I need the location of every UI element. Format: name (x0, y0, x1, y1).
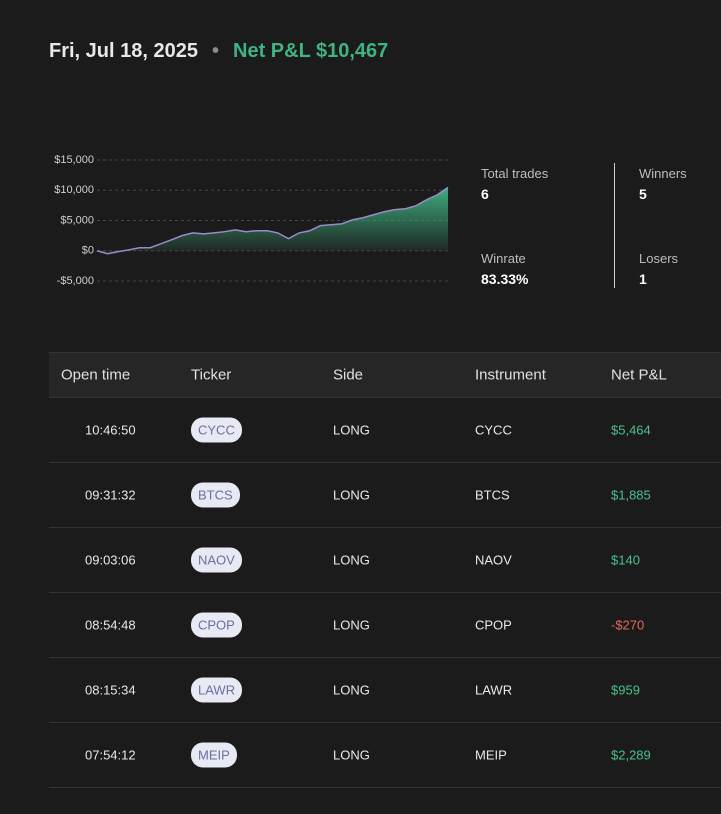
date: Fri, Jul 18, 2025 (49, 40, 198, 62)
table-row: 09:31:32 BTCS LONG BTCS $1,885 (49, 463, 721, 528)
stat-label: Losers (639, 251, 679, 266)
column-header: Instrument (475, 366, 546, 384)
divider (614, 163, 615, 288)
table-cell: LONG (333, 682, 370, 698)
ticker-cell: MEIP (191, 742, 237, 768)
ticker-cell: CYCC (191, 417, 242, 443)
stat-label: Total trades (481, 166, 549, 181)
table-cell: 09:03:06 (85, 552, 136, 568)
column-header: Ticker (191, 366, 232, 384)
ticker-cell: CPOP (191, 612, 242, 638)
ticker-pill[interactable]: CYCC (191, 417, 242, 443)
table-cell: 10:46:50 (85, 422, 136, 438)
stat-label: Winners (639, 166, 687, 181)
ticker-pill[interactable]: BTCS (191, 482, 240, 508)
y-tick-label: -$5,000 (57, 275, 94, 287)
stat-value: 6 (481, 186, 489, 202)
table-cell: 08:15:34 (85, 682, 136, 698)
table-row: 07:54:12 MEIP LONG MEIP $2,289 (49, 723, 721, 788)
net-pnl-cell: -$270 (611, 617, 645, 633)
ticker-pill[interactable]: MEIP (191, 742, 237, 768)
table-cell: BTCS (475, 487, 510, 503)
ticker-pill[interactable]: CPOP (191, 612, 242, 638)
header: Fri, Jul 18, 2025 • Net P&L $10,467 (49, 40, 388, 63)
table-row: 10:46:50 CYCC LONG CYCC $5,464 (49, 398, 721, 463)
net-pnl-cell: $2,289 (611, 747, 651, 763)
table-cell: NAOV (475, 552, 512, 568)
column-header: Side (333, 366, 364, 384)
ticker-cell: LAWR (191, 677, 243, 703)
separator: • (211, 40, 219, 62)
table-cell: CYCC (475, 422, 512, 438)
table-cell: LAWR (475, 682, 513, 698)
net-pnl-cell: $140 (611, 552, 640, 568)
chart: $15,000 $10,000 $5,000 $0 -$5,000 (54, 154, 449, 287)
table-cell: LONG (333, 552, 370, 568)
y-tick-label: $15,000 (54, 154, 94, 166)
stat-value: 83.33% (481, 271, 529, 287)
ticker-cell: BTCS (191, 482, 240, 508)
y-tick-label: $10,000 (54, 184, 94, 196)
net-pnl: $10,467 (315, 40, 389, 62)
trades-table: Open time Ticker Side Instrument Net P&L 10:4… (49, 352, 721, 788)
table-cell: LONG (333, 422, 370, 438)
stat-value: 1 (639, 271, 647, 287)
stat-value: 5 (639, 186, 647, 202)
table-cell: CPOP (475, 617, 512, 633)
table-row: 08:15:34 LAWR LONG LAWR $959 (49, 658, 721, 723)
table-cell: 08:54:48 (85, 617, 136, 633)
table-cell: LONG (333, 487, 370, 503)
table-cell: LONG (333, 617, 370, 633)
table-cell: 07:54:12 (85, 747, 136, 763)
ticker-pill[interactable]: LAWR (191, 677, 243, 703)
table-header: Open time Ticker Side Instrument Net P&L (49, 352, 721, 398)
table-row: 09:03:06 NAOV LONG NAOV $140 (49, 528, 721, 593)
table-cell: MEIP (475, 747, 507, 763)
net-pnl-label: Net P&L (233, 40, 311, 62)
table-row: 08:54:48 CPOP LONG CPOP -$270 (49, 593, 721, 658)
y-tick-label: $0 (82, 245, 94, 257)
ticker-pill[interactable]: NAOV (191, 547, 242, 573)
column-header: Net P&L (611, 366, 667, 384)
ticker-cell: NAOV (191, 547, 242, 573)
net-pnl-cell: $5,464 (611, 422, 651, 438)
area (97, 187, 448, 254)
column-header: Open time (61, 366, 131, 384)
line (96, 186, 449, 255)
net-pnl-cell: $1,885 (611, 487, 651, 503)
net-pnl-cell: $959 (611, 682, 640, 698)
stat-label: Winrate (481, 251, 526, 266)
y-tick-label: $5,000 (60, 214, 94, 226)
table-cell: LONG (333, 747, 370, 763)
table-cell: 09:31:32 (85, 487, 136, 503)
